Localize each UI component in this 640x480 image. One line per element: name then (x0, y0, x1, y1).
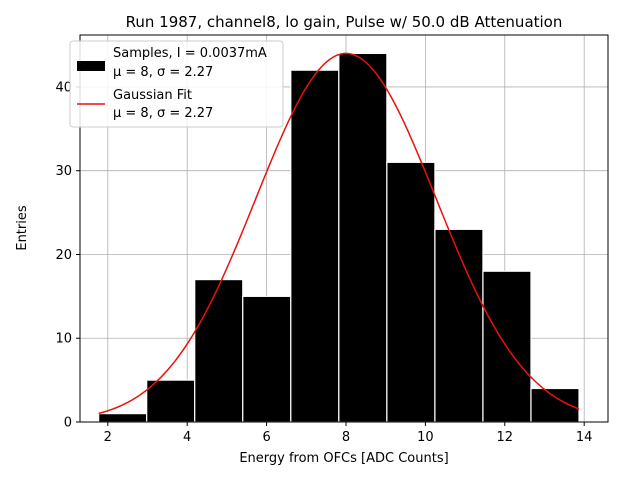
legend-frame (69, 40, 284, 128)
legend-histogram-label: Samples, I = 0.0037mA (113, 46, 267, 61)
gaussian-fit-line (98, 52, 580, 415)
histogram-bar (386, 161, 436, 423)
y-tick-label: 20 (55, 248, 72, 263)
chart-title: Run 1987, channel8, lo gain, Pulse w/ 50… (126, 13, 563, 31)
x-axis-ticks: 2 4 6 8 10 12 14 (104, 422, 593, 445)
y-tick-label: 40 (55, 80, 72, 95)
histogram-bar (290, 69, 340, 423)
histogram-bar (338, 52, 388, 423)
legend-histogram-swatch (77, 61, 105, 71)
y-tick-label: 10 (55, 332, 72, 347)
legend-histogram-stats: μ = 8, σ = 2.27 (113, 65, 213, 80)
y-tick-label: 30 (55, 164, 72, 179)
histogram-bar (242, 295, 292, 423)
legend-fit-label: Gaussian Fit (113, 88, 192, 103)
histogram-bar (146, 379, 196, 423)
x-tick-label: 4 (183, 430, 191, 445)
x-tick-label: 8 (342, 430, 350, 445)
y-tick-label: 0 (64, 416, 72, 431)
histogram-bars (98, 52, 580, 423)
x-tick-label: 2 (104, 430, 112, 445)
legend-fit-stats: μ = 8, σ = 2.27 (113, 106, 213, 121)
histogram-bar (194, 278, 244, 423)
histogram-bar (98, 413, 148, 423)
plot-frame (79, 34, 609, 423)
legend: Samples, I = 0.0037mA μ = 8, σ = 2.27 Ga… (69, 40, 284, 128)
histogram-bar (434, 228, 484, 423)
x-tick-label: 10 (417, 430, 434, 445)
x-tick-label: 6 (262, 430, 270, 445)
x-axis-label: Energy from OFCs [ADC Counts] (239, 451, 448, 466)
y-axis-ticks: 0 10 20 30 40 (55, 80, 80, 431)
x-tick-label: 14 (576, 430, 593, 445)
x-tick-label: 12 (497, 430, 514, 445)
y-axis-label: Entries (15, 205, 30, 251)
